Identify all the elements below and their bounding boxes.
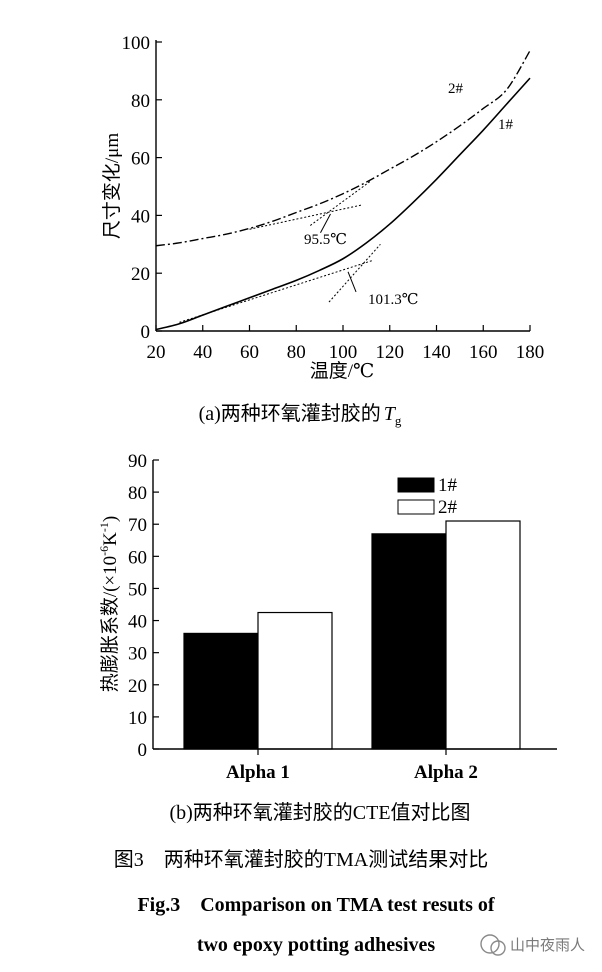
annotation-95-5: 95.5℃ [304,232,347,248]
watermark-text: 山中夜雨人 [510,937,585,954]
x-tick-label: 40 [193,342,212,363]
chart-b-caption: (b)两种环氧灌封胶的CTE值对比图 [169,801,470,824]
y-tick-label: 60 [131,149,150,170]
legend-label-1: 1# [438,475,458,496]
x-tick-label: 180 [516,342,545,363]
y-tick-label: 80 [131,91,150,112]
y-tick-label: 0 [138,740,148,761]
y-tick-label: 20 [128,676,147,697]
annotation-101-3: 101.3℃ [368,292,419,308]
y-tick-label: 20 [131,264,150,285]
series-label-1: 1# [498,117,514,133]
tangent-line-1-high [328,243,381,303]
chart-b-bars [183,520,521,750]
figure-caption-en-line1: Fig.3 Comparison on TMA test resuts of [137,894,494,916]
chart-a-ylabel: 尺寸变化/μm [101,133,123,239]
wechat-icon-secondary [490,940,506,956]
tangent-line-2-low [249,204,362,230]
y-tick-label: 70 [128,515,147,536]
chart-a-tangent-lines [179,180,381,323]
chart-b: 0 10 20 30 40 50 60 70 80 90 1# 2# Alpha 1 Alpha … [97,451,557,824]
y-tick-label: 40 [131,206,150,227]
x-tick-label: 60 [240,342,259,363]
bar-2-1 [257,611,333,750]
series-label-2: 2# [448,81,464,97]
x-tick-label: 20 [147,342,166,363]
category-label-alpha-2: Alpha 2 [414,762,478,783]
legend-swatch-1 [397,477,435,493]
y-tick-label: 40 [128,612,147,633]
bar-1-1 [183,632,259,750]
wechat-icon [480,934,500,954]
y-tick-label: 100 [122,33,151,54]
x-tick-label: 100 [329,342,358,363]
chart-b-ylabel: 热膨胀系数/(×10-6K-1) [97,516,121,692]
tangent-line-2-high [309,180,372,226]
legend-swatch-2 [397,499,435,515]
series-line-1 [155,77,531,331]
figure-caption-cn: 图3 两种环氧灌封胶的TMA测试结果对比 [114,848,488,871]
chart-b-legend: 1# 2# [397,475,458,518]
bar-2-2 [445,520,521,750]
chart-b-ticks: 0 10 20 30 40 50 60 70 80 90 [128,451,447,761]
y-tick-label: 0 [141,322,151,343]
legend-label-2: 2# [438,497,458,518]
bar-1-2 [371,533,447,750]
y-tick-label: 60 [128,547,147,568]
y-tick-label: 90 [128,451,147,472]
y-tick-label: 50 [128,579,147,600]
x-tick-label: 80 [287,342,306,363]
watermark: 山中夜雨人 [480,934,585,956]
y-tick-label: 10 [128,708,147,729]
series-line-2 [155,50,531,247]
figure-caption-en-line2: two epoxy potting adhesives [197,934,436,956]
x-tick-label: 120 [376,342,405,363]
category-label-alpha-1: Alpha 1 [226,762,290,783]
chart-a-xlabel: 温度/℃ [310,360,375,382]
chart-a-caption: (a)两种环氧灌封胶的 Tg [199,402,402,428]
y-tick-label: 80 [128,483,147,504]
x-tick-label: 140 [422,342,451,363]
y-tick-label: 30 [128,644,147,665]
annotation-arrow-101-3 [347,271,357,293]
annotation-arrow-95-5 [320,213,331,233]
x-tick-label: 160 [469,342,498,363]
